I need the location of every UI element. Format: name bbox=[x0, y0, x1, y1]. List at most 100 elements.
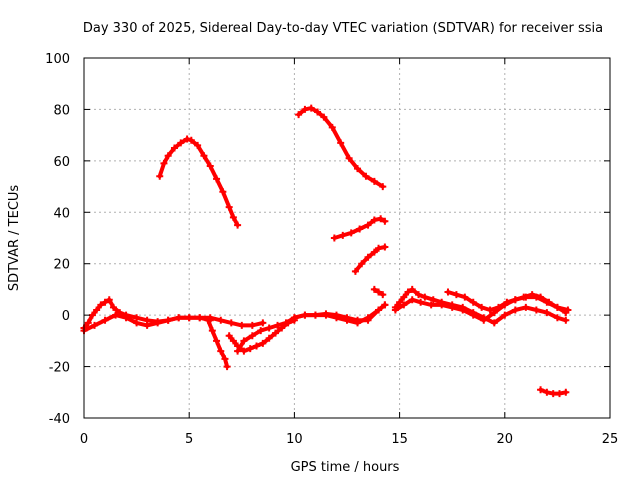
data-point bbox=[562, 309, 570, 317]
y-tick-label: 100 bbox=[45, 52, 70, 67]
data-point bbox=[490, 319, 498, 327]
data-point bbox=[274, 321, 282, 329]
data-point bbox=[156, 172, 164, 180]
series-arc-12 bbox=[370, 285, 387, 299]
data-point bbox=[253, 342, 261, 350]
data-point bbox=[452, 291, 460, 299]
data-point bbox=[459, 306, 467, 314]
x-tick-label: 20 bbox=[497, 432, 514, 447]
data-point bbox=[213, 337, 221, 345]
data-point bbox=[549, 390, 557, 398]
data-point bbox=[259, 319, 267, 327]
data-point bbox=[494, 303, 502, 311]
data-point bbox=[240, 337, 248, 345]
data-point bbox=[295, 111, 303, 119]
data-point bbox=[208, 327, 216, 335]
data-point bbox=[97, 301, 105, 309]
data-point bbox=[225, 332, 233, 340]
data-point bbox=[105, 296, 113, 304]
y-axis-label: SDTVAR / TECUs bbox=[7, 185, 22, 292]
data-point bbox=[381, 301, 389, 309]
data-point bbox=[227, 319, 235, 327]
data-point bbox=[160, 159, 168, 167]
data-point bbox=[217, 347, 225, 355]
series-line bbox=[82, 297, 265, 330]
data-point bbox=[240, 347, 248, 355]
series-arc-3 bbox=[330, 215, 389, 242]
data-point bbox=[408, 296, 416, 304]
series-arc-9 bbox=[225, 316, 298, 355]
data-point bbox=[221, 355, 229, 363]
data-point bbox=[320, 113, 328, 121]
data-point bbox=[194, 141, 202, 149]
data-point bbox=[91, 321, 99, 329]
x-tick-label: 10 bbox=[286, 432, 303, 447]
data-point bbox=[351, 267, 359, 275]
data-point bbox=[234, 347, 242, 355]
data-point bbox=[238, 321, 246, 329]
data-point bbox=[196, 314, 204, 322]
x-tick-label: 0 bbox=[80, 432, 88, 447]
x-tick-label: 25 bbox=[602, 432, 619, 447]
data-point bbox=[154, 319, 162, 327]
data-point bbox=[187, 136, 195, 144]
data-point bbox=[339, 231, 347, 239]
data-point bbox=[112, 311, 120, 319]
x-tick-label: 5 bbox=[185, 432, 193, 447]
data-point bbox=[246, 345, 254, 353]
data-point bbox=[408, 285, 416, 293]
data-point bbox=[469, 298, 477, 306]
data-point bbox=[415, 291, 423, 299]
y-tick-label: -20 bbox=[49, 361, 70, 376]
data-point bbox=[400, 293, 408, 301]
data-point bbox=[354, 165, 362, 173]
data-point bbox=[391, 306, 399, 314]
data-point bbox=[101, 316, 109, 324]
data-point bbox=[375, 244, 383, 252]
data-point bbox=[225, 203, 233, 211]
data-point bbox=[520, 293, 528, 301]
x-tick-label: 15 bbox=[391, 432, 408, 447]
data-point bbox=[543, 388, 551, 396]
data-point bbox=[370, 248, 378, 256]
data-point bbox=[347, 229, 355, 237]
data-point bbox=[364, 221, 372, 229]
data-point bbox=[503, 298, 511, 306]
data-point bbox=[311, 311, 319, 319]
data-point bbox=[229, 213, 237, 221]
data-point bbox=[396, 298, 404, 306]
series-arc-8 bbox=[204, 316, 231, 371]
data-point bbox=[469, 311, 477, 319]
data-point bbox=[379, 291, 387, 299]
data-point bbox=[511, 296, 519, 304]
data-point bbox=[133, 319, 141, 327]
series-arc-4 bbox=[351, 243, 389, 275]
data-point bbox=[257, 327, 265, 335]
series-line bbox=[353, 245, 387, 274]
data-point bbox=[101, 298, 109, 306]
data-point bbox=[248, 321, 256, 329]
data-point bbox=[143, 321, 151, 329]
data-point bbox=[164, 152, 172, 160]
data-point bbox=[330, 234, 338, 242]
y-tick-label: 80 bbox=[53, 103, 70, 118]
data-point bbox=[370, 285, 378, 293]
data-point bbox=[438, 301, 446, 309]
data-point bbox=[282, 319, 290, 327]
series-group bbox=[80, 104, 572, 398]
data-point bbox=[478, 303, 486, 311]
data-point bbox=[444, 288, 452, 296]
data-point bbox=[84, 319, 92, 327]
data-point bbox=[545, 298, 553, 306]
x-axis-label: GPS time / hours bbox=[291, 460, 400, 475]
data-point bbox=[461, 293, 469, 301]
data-point bbox=[170, 144, 178, 152]
data-point bbox=[328, 123, 336, 131]
data-point bbox=[537, 293, 545, 301]
data-point bbox=[421, 293, 429, 301]
data-point bbox=[364, 253, 372, 261]
data-point bbox=[234, 221, 242, 229]
data-point bbox=[290, 314, 298, 322]
data-point bbox=[543, 309, 551, 317]
